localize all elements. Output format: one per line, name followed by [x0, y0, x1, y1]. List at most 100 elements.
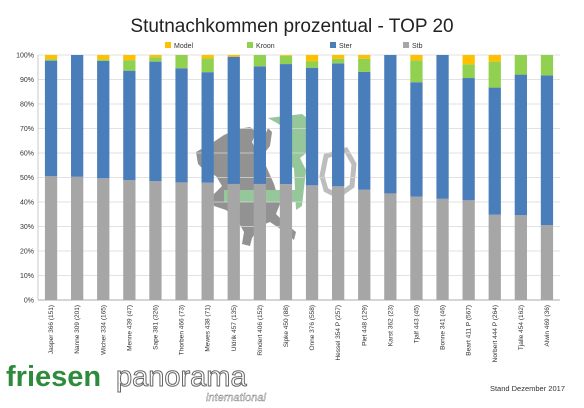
- legend-label: Stb: [412, 43, 423, 50]
- logo: friesen panorama international: [6, 361, 267, 405]
- bar-ster: [540, 75, 554, 226]
- legend-label: Model: [174, 43, 194, 50]
- bar-kroon: [488, 61, 501, 88]
- legend-swatch: [247, 42, 253, 48]
- bar-ster: [462, 78, 475, 201]
- y-tick-label: 30%: [20, 224, 34, 231]
- bar-stb: [44, 176, 58, 300]
- bar-stb: [71, 176, 84, 300]
- x-category-label: Sipke 450 (88): [283, 305, 290, 347]
- bar-ster: [253, 66, 266, 184]
- bar-kroon: [201, 58, 214, 73]
- y-tick-label: 50%: [20, 175, 34, 182]
- bar-stb: [175, 182, 188, 300]
- chart-title: Stutnachkommen prozentual - TOP 20: [130, 16, 453, 37]
- bar-stb: [358, 189, 371, 300]
- bar-ster: [201, 72, 214, 183]
- y-tick-label: 20%: [20, 249, 34, 256]
- bar-ster: [123, 70, 136, 181]
- bar-stb: [488, 214, 501, 300]
- y-tick-label: 0%: [24, 298, 34, 305]
- y-tick-label: 60%: [20, 151, 34, 158]
- legend: Model Kroon Ster Stb: [165, 42, 423, 50]
- x-category-label: Onne 376 (558): [309, 305, 316, 351]
- bar-model: [44, 55, 58, 60]
- bar-kroon: [332, 58, 345, 64]
- bar-model: [305, 55, 319, 62]
- bar-kroon: [253, 55, 266, 67]
- bar-stb: [201, 182, 214, 300]
- bar-ster: [358, 71, 371, 190]
- x-category-label: Piet 448 (129): [361, 305, 368, 346]
- x-category-label: Alwin 469 (36): [544, 305, 551, 347]
- bar-ster: [71, 55, 84, 177]
- bar-model: [149, 55, 162, 58]
- legend-swatch: [330, 42, 336, 48]
- x-category-label: Norbert 444 P (264): [492, 305, 499, 362]
- bar-model: [488, 55, 501, 62]
- x-category-label: Beart 411 P (567): [466, 305, 473, 356]
- bar-kroon: [540, 55, 554, 76]
- bar-kroon: [410, 60, 423, 83]
- bar-kroon: [514, 55, 527, 75]
- bar-ster: [384, 55, 397, 194]
- legend-swatch: [403, 42, 409, 48]
- bar-ster: [410, 82, 423, 197]
- bar-model: [279, 55, 293, 56]
- bar-stb: [305, 185, 319, 300]
- bar-stb: [149, 181, 162, 300]
- logo-text-international: international: [206, 392, 266, 404]
- y-tick-label: 100%: [16, 53, 34, 60]
- bar-ster: [332, 63, 345, 187]
- legend-swatch: [165, 42, 171, 48]
- x-category-label: Jasper 366 (151): [48, 305, 55, 354]
- logo-text-panorama: panorama: [116, 361, 247, 393]
- legend-label: Kroon: [256, 43, 275, 50]
- x-category-label: Tjalf 443 (45): [413, 305, 420, 343]
- x-category-label: Menne 439 (47): [126, 305, 133, 351]
- x-category-label: Karst 362 (23): [387, 305, 394, 346]
- bar-stb: [279, 184, 293, 300]
- x-category-label: Tjalle 454 (162): [518, 305, 525, 350]
- bar-model: [201, 55, 214, 59]
- bar-ster: [227, 56, 240, 184]
- bar-model: [332, 55, 345, 59]
- x-category-label: Sape 381 (326): [152, 305, 159, 350]
- bar-model: [358, 55, 371, 59]
- bar-ster: [97, 60, 110, 179]
- x-category-label: Nanne 309 (201): [74, 305, 81, 354]
- x-category-label: Rindert 406 (152): [257, 305, 264, 356]
- bar-model: [97, 55, 110, 60]
- bar-kroon: [462, 64, 475, 79]
- y-tick-label: 40%: [20, 200, 34, 207]
- bar-kroon: [97, 59, 110, 61]
- x-category-label: Uldrik 457 (135): [231, 305, 238, 351]
- bar-stb: [436, 198, 449, 300]
- bar-stb: [540, 225, 554, 300]
- plot-area: 0% 10% 20% 30% 40% 50% 60% 70% 80% 90% 100% Jasper …: [16, 53, 560, 362]
- bar-kroon: [175, 55, 188, 69]
- bar-kroon: [279, 55, 293, 65]
- bar-model: [410, 55, 423, 61]
- bar-kroon: [44, 59, 58, 61]
- bar-kroon: [305, 61, 319, 68]
- x-category-label: Bonne 341 (46): [440, 305, 447, 350]
- y-tick-label: 70%: [20, 126, 34, 133]
- bar-stb: [514, 215, 527, 300]
- x-category-label: Thorben 466 (73): [179, 305, 186, 355]
- x-category-label: Wicher 334 (165): [100, 305, 107, 355]
- logo-text-friesen: friesen: [6, 361, 101, 393]
- bar-stb: [97, 178, 110, 300]
- bar-ster: [436, 55, 449, 199]
- stand-label: Stand Dezember 2017: [490, 384, 565, 393]
- bar-ster: [44, 60, 58, 177]
- bar-stb: [384, 193, 397, 300]
- bar-stb: [410, 196, 423, 300]
- bar-kroon: [149, 57, 162, 62]
- bar-stb: [253, 183, 266, 300]
- bar-stb: [227, 183, 240, 300]
- y-tick-label: 80%: [20, 102, 34, 109]
- bar-stb: [462, 200, 475, 300]
- bar-ster: [279, 64, 293, 185]
